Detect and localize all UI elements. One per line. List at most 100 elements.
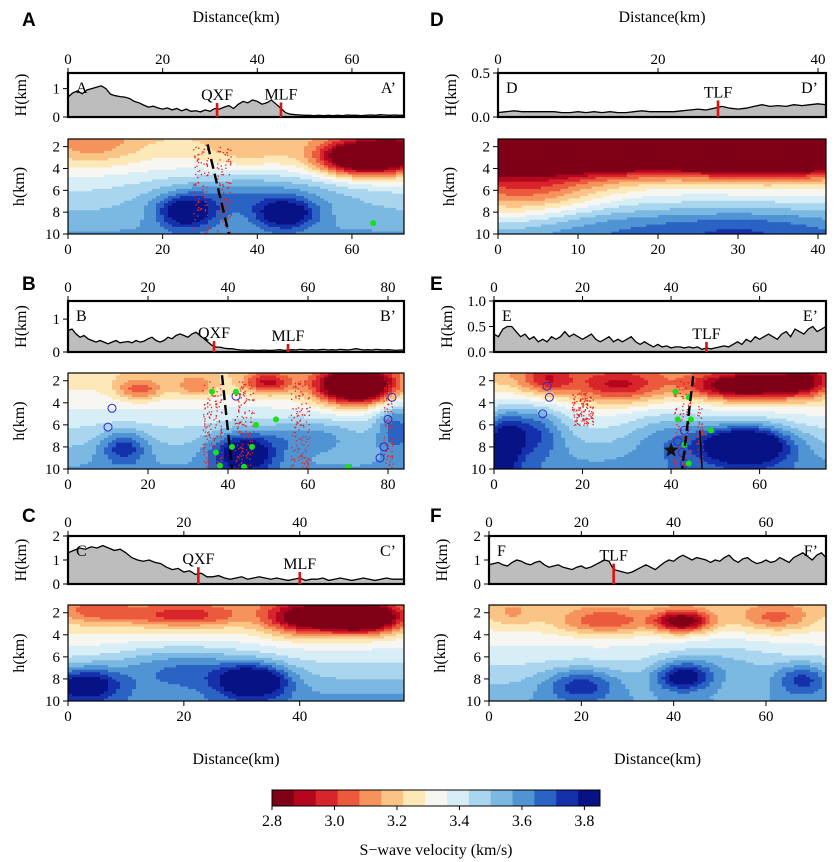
velocity-cell	[304, 155, 309, 159]
velocity-cell	[144, 169, 149, 173]
velocity-cell	[168, 188, 173, 192]
velocity-cell	[132, 160, 137, 164]
velocity-cell	[136, 449, 141, 453]
velocity-cell	[132, 205, 137, 209]
velocity-cell	[152, 217, 157, 221]
velocity-cell	[136, 167, 141, 171]
velocity-cell	[384, 153, 389, 157]
velocity-cell	[328, 174, 333, 178]
velocity-cell	[288, 181, 293, 185]
velocity-cell	[280, 205, 285, 209]
velocity-cell	[232, 162, 237, 166]
velocity-cell	[96, 200, 101, 204]
velocity-cell	[136, 181, 141, 185]
velocity-cell	[192, 418, 197, 422]
velocity-cell	[124, 231, 129, 234]
velocity-cell	[304, 200, 309, 204]
velocity-cell	[192, 169, 197, 173]
velocity-cell	[188, 437, 193, 441]
velocity-cell	[316, 186, 321, 190]
velocity-cell	[220, 160, 225, 164]
velocity-cell	[364, 172, 369, 176]
velocity-cell	[100, 146, 105, 150]
velocity-cell	[104, 196, 109, 199]
velocity-cell	[400, 200, 404, 204]
velocity-cell	[204, 146, 209, 150]
earthquake-dot	[195, 173, 197, 176]
velocity-cell	[388, 219, 393, 223]
velocity-cell	[84, 160, 89, 164]
velocity-cell	[160, 447, 165, 451]
velocity-cell	[232, 196, 237, 199]
velocity-cell	[72, 411, 77, 415]
velocity-cell	[188, 385, 193, 388]
velocity-cell	[288, 222, 293, 226]
velocity-cell	[308, 146, 313, 150]
velocity-cell	[152, 430, 157, 434]
velocity-cell	[164, 399, 169, 403]
velocity-cell	[240, 186, 245, 190]
velocity-cell	[124, 397, 129, 400]
velocity-cell	[272, 165, 277, 169]
velocity-cell	[68, 174, 73, 178]
velocity-cell	[172, 210, 177, 214]
velocity-cell	[128, 226, 133, 230]
velocity-cell	[368, 229, 373, 233]
velocity-cell	[188, 167, 193, 171]
velocity-cell	[104, 169, 109, 173]
velocity-cell	[360, 210, 365, 214]
velocity-cell	[108, 454, 113, 458]
velocity-cell	[296, 148, 301, 152]
velocity-cell	[168, 165, 173, 169]
velocity-cell	[108, 421, 113, 424]
velocity-cell	[148, 177, 153, 180]
velocity-cell	[80, 205, 85, 209]
velocity-cell	[192, 174, 197, 178]
velocity-cell	[368, 162, 373, 166]
velocity-cell	[128, 452, 133, 456]
velocity-cell	[396, 193, 401, 197]
velocity-cell	[132, 184, 137, 188]
velocity-cell	[200, 387, 205, 391]
velocity-cell	[124, 169, 129, 173]
velocity-cell	[344, 143, 349, 147]
earthquake-dot	[206, 175, 208, 177]
velocity-cell	[148, 139, 153, 142]
velocity-cell	[196, 437, 201, 441]
velocity-cell	[84, 229, 89, 233]
velocity-cell	[340, 153, 345, 157]
velocity-cell	[200, 172, 205, 176]
velocity-cell	[168, 437, 173, 441]
velocity-cell	[128, 461, 133, 465]
velocity-cell	[236, 181, 241, 185]
velocity-cell	[88, 217, 93, 221]
velocity-cell	[332, 203, 337, 207]
velocity-cell	[256, 219, 261, 223]
velocity-cell	[100, 409, 105, 412]
velocity-cell	[216, 153, 221, 157]
velocity-cell	[120, 224, 125, 228]
velocity-cell	[168, 179, 173, 183]
velocity-cell	[68, 413, 73, 417]
velocity-cell	[356, 139, 361, 142]
velocity-cell	[108, 186, 113, 190]
velocity-cell	[196, 172, 201, 176]
velocity-cell	[264, 172, 269, 176]
velocity-cell	[188, 155, 193, 159]
velocity-cell	[388, 153, 393, 157]
velocity-cell	[384, 229, 389, 233]
velocity-cell	[168, 447, 173, 451]
velocity-cell	[88, 155, 93, 159]
velocity-cell	[80, 385, 85, 388]
velocity-cell	[104, 222, 109, 226]
velocity-cell	[184, 401, 189, 405]
velocity-cell	[144, 411, 149, 415]
velocity-cell	[152, 222, 157, 226]
velocity-cell	[272, 141, 277, 145]
velocity-cell	[148, 217, 153, 221]
velocity-cell	[188, 399, 193, 403]
velocity-cell	[168, 411, 173, 415]
velocity-cell	[148, 160, 153, 164]
velocity-cell	[216, 203, 221, 207]
velocity-cell	[152, 186, 157, 190]
